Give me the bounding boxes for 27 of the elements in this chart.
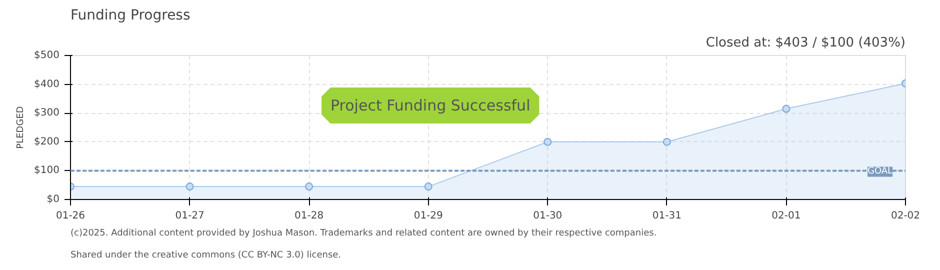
chart-title: Funding Progress xyxy=(70,8,190,24)
y-tick-label: $200 xyxy=(34,136,60,148)
point xyxy=(544,138,552,146)
x-tick-label: 02-01 xyxy=(772,210,801,222)
y-tick-label: $300 xyxy=(34,108,60,119)
x-tick-label: 01-29 xyxy=(414,210,443,222)
annotation: Project Funding Successful xyxy=(330,96,530,114)
x-tick-label: 01-30 xyxy=(533,210,562,222)
y-tick-label: $500 xyxy=(34,50,60,61)
x-tick-label: 01-31 xyxy=(652,210,682,222)
point xyxy=(424,182,432,191)
text: Closed at: $403 / $100 (403%) xyxy=(706,36,906,50)
y-tick-label: $0 xyxy=(46,194,60,205)
y-axis-title: PLEDGED xyxy=(16,106,26,149)
text: (c)2025. Additional content provided by Joshua Mason. Trademarks and related content are owned by their respective companies. xyxy=(70,228,657,238)
x-tick-label: 01-27 xyxy=(175,210,204,222)
y-tick-label: $100 xyxy=(34,165,60,176)
x-tick-label: 02-02 xyxy=(890,210,920,222)
x-tick-label: 01-28 xyxy=(294,210,324,222)
text: Shared under the creative commons (CC BY-NC 3.0) license. xyxy=(70,250,342,260)
point xyxy=(662,138,671,146)
point xyxy=(782,104,790,113)
ref-line-label: GOAL xyxy=(868,166,893,177)
x-tick-label: 01-26 xyxy=(56,210,86,222)
point xyxy=(305,182,314,191)
y-tick-label: $400 xyxy=(34,78,60,90)
point xyxy=(186,182,194,191)
